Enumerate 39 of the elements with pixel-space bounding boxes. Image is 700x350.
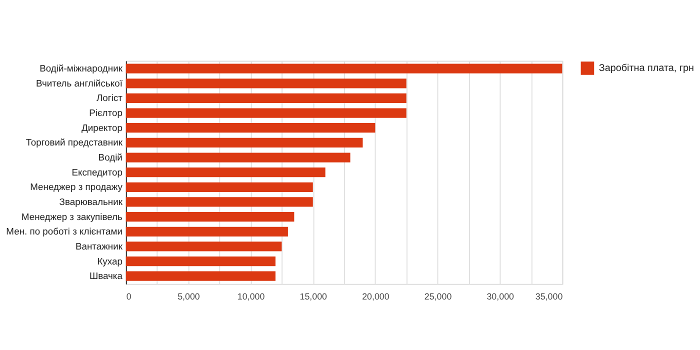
x-tick-label: 5,000: [178, 291, 200, 302]
bar: [126, 108, 406, 118]
x-tick-label: 35,000: [535, 291, 563, 302]
x-tick-label: 15,000: [300, 291, 328, 302]
bar: [126, 64, 562, 74]
y-tick-label: Директор: [81, 122, 122, 133]
x-tick-label: 0: [126, 291, 132, 302]
bar: [126, 138, 363, 148]
y-tick-label: Зварювальник: [59, 196, 124, 207]
y-tick-label: Вчитель англійської: [36, 77, 123, 88]
y-tick-label: Експедитор: [72, 166, 122, 178]
bar: [126, 123, 376, 133]
y-tick-label: Швачка: [89, 270, 124, 282]
y-tick-label: Водій: [98, 151, 122, 162]
y-tick-label: Торговий представник: [26, 136, 124, 148]
x-tick-label: 25,000: [424, 291, 452, 302]
bar: [126, 197, 313, 207]
y-tick-label: Водій-міжнародник: [40, 62, 124, 74]
bar: [126, 93, 406, 104]
y-tick-label: Менеджер з продажу: [30, 181, 123, 192]
bar: [126, 256, 276, 266]
bar: [126, 152, 350, 162]
bar: [126, 226, 288, 236]
bar: [126, 271, 276, 281]
y-tick-label: Вантажник: [75, 240, 124, 252]
y-tick-label: Рієлтор: [89, 107, 122, 118]
legend-label: Заробітна плата, грн: [598, 63, 694, 74]
y-tick-label: Логіст: [96, 92, 124, 104]
x-tick-label: 20,000: [362, 291, 390, 302]
y-tick-label: Мен. по роботі з клієнтами: [6, 226, 122, 237]
bar: [126, 168, 326, 178]
bar: [126, 182, 313, 192]
bar: [126, 212, 294, 222]
bar: [126, 78, 406, 88]
x-tick-label: 30,000: [486, 291, 514, 302]
y-tick-label: Менеджер з закупівель: [21, 210, 123, 222]
x-tick-label: 10,000: [237, 291, 265, 302]
y-tick-label: Кухар: [97, 255, 122, 266]
bar: [126, 242, 282, 252]
